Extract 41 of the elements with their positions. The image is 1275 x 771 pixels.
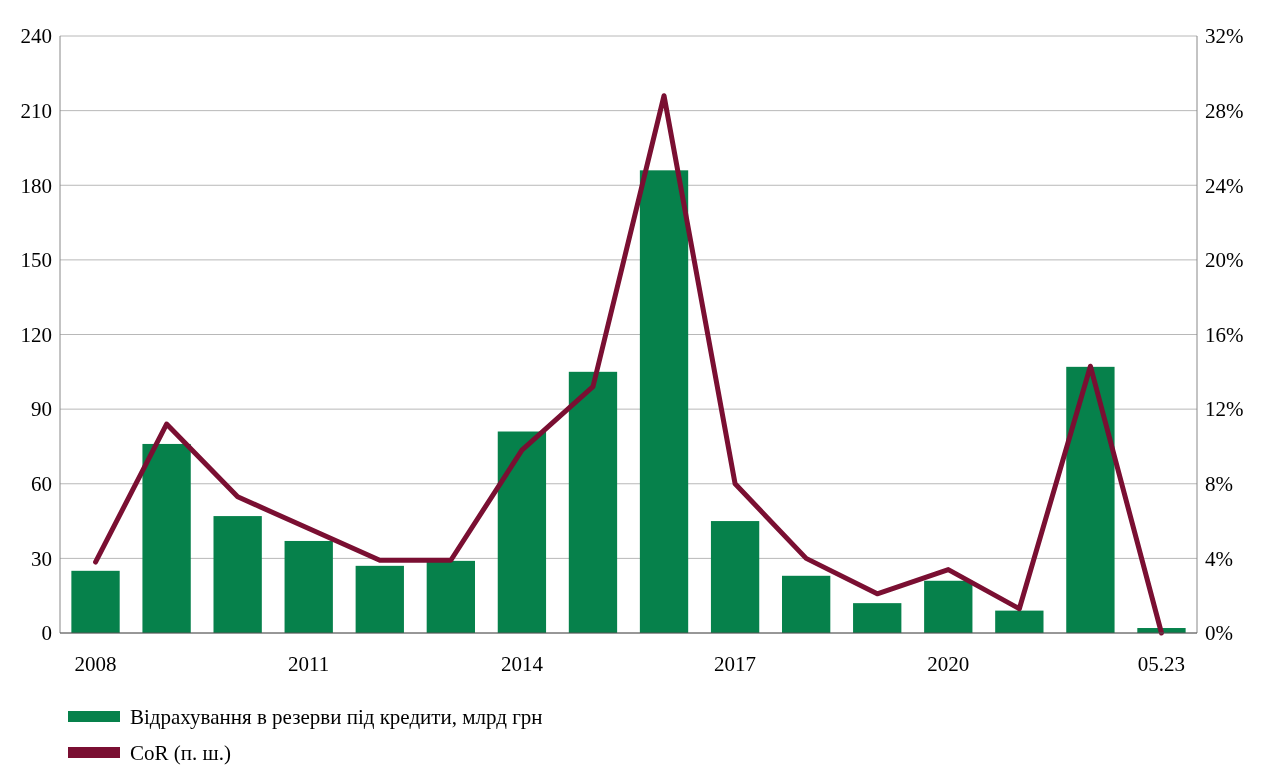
y-tick-label: 60 xyxy=(31,472,52,497)
bar xyxy=(426,560,475,633)
x-tick-label: 2011 xyxy=(288,652,330,676)
legend-label: CoR (п. ш.) xyxy=(130,741,231,766)
bar xyxy=(924,580,973,633)
bar xyxy=(568,371,618,633)
y-tick-label: 150 xyxy=(20,248,52,273)
bar xyxy=(497,431,547,633)
y2-tick-label: 12% xyxy=(1205,397,1244,422)
bar xyxy=(639,170,689,633)
y-tick-label: 30 xyxy=(31,546,52,571)
y-tick-label: 120 xyxy=(20,322,52,347)
bar xyxy=(995,610,1044,633)
y2-tick-label: 16% xyxy=(1205,322,1244,347)
bar xyxy=(213,516,262,633)
y-tick-label: 0 xyxy=(41,621,52,646)
y2-tick-label: 32% xyxy=(1205,24,1244,49)
y2-tick-label: 24% xyxy=(1205,173,1244,198)
y2-tick-label: 4% xyxy=(1205,546,1233,571)
x-tick-label: 2017 xyxy=(714,652,757,676)
x-tick-label: 2008 xyxy=(74,652,117,676)
y-tick-label: 90 xyxy=(31,397,52,422)
bar xyxy=(1066,366,1115,633)
y2-tick-label: 8% xyxy=(1205,472,1233,497)
y-tick-label: 240 xyxy=(20,24,52,49)
bar xyxy=(71,570,120,633)
y2-tick-label: 0% xyxy=(1205,621,1233,646)
legend-label: Відрахування в резерви під кредити, млрд грн xyxy=(130,705,543,730)
bar xyxy=(853,603,902,633)
y-tick-label: 180 xyxy=(20,173,52,198)
x-tick-label: 2014 xyxy=(500,652,544,676)
bar xyxy=(142,443,191,633)
bar xyxy=(355,565,404,633)
bar xyxy=(782,575,831,633)
y2-tick-label: 28% xyxy=(1205,98,1244,123)
x-tick-label: 2020 xyxy=(927,652,970,676)
bar xyxy=(284,540,333,633)
y-tick-label: 210 xyxy=(20,98,52,123)
bar xyxy=(710,521,760,633)
x-tick-label: 05.23 xyxy=(1137,652,1186,676)
y2-tick-label: 20% xyxy=(1205,248,1244,273)
